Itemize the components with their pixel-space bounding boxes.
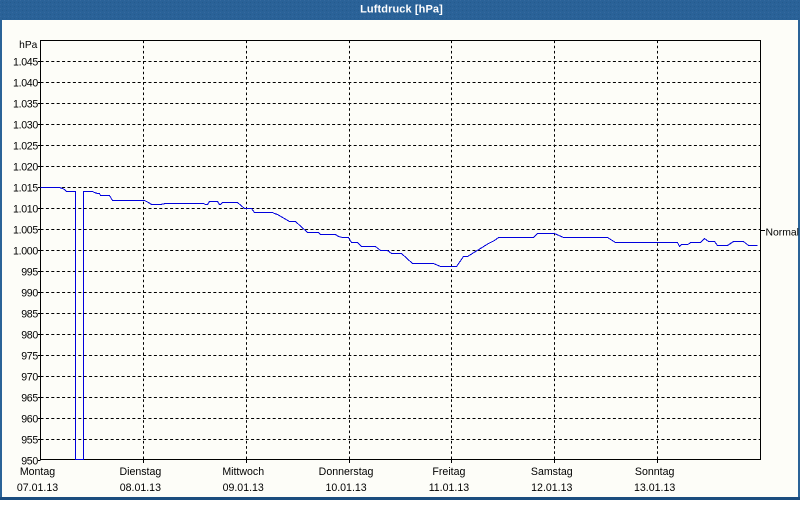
- svg-text:Donnerstag: Donnerstag: [319, 466, 374, 478]
- svg-text:Normal: Normal: [766, 228, 800, 239]
- svg-text:955: 955: [21, 435, 38, 447]
- svg-text:1.020: 1.020: [13, 162, 38, 174]
- svg-text:1.045: 1.045: [13, 57, 38, 69]
- svg-text:Dienstag: Dienstag: [119, 466, 161, 478]
- svg-text:Samstag: Samstag: [531, 466, 573, 478]
- svg-text:1.015: 1.015: [13, 183, 38, 195]
- svg-text:1.005: 1.005: [13, 225, 38, 237]
- svg-text:09.01.13: 09.01.13: [223, 482, 264, 494]
- svg-text:1.025: 1.025: [13, 141, 38, 153]
- svg-text:Freitag: Freitag: [432, 466, 465, 478]
- svg-text:Mittwoch: Mittwoch: [222, 466, 264, 478]
- svg-text:12.01.13: 12.01.13: [531, 482, 572, 494]
- svg-text:1.030: 1.030: [13, 120, 38, 132]
- svg-text:Luftdruck [hPa]: Luftdruck [hPa]: [360, 4, 443, 16]
- svg-text:965: 965: [21, 393, 38, 405]
- svg-text:1.040: 1.040: [13, 78, 38, 90]
- svg-text:975: 975: [21, 351, 38, 363]
- svg-text:Montag: Montag: [20, 466, 55, 478]
- svg-text:1.035: 1.035: [13, 99, 38, 111]
- svg-text:07.01.13: 07.01.13: [17, 482, 58, 494]
- svg-text:1.010: 1.010: [13, 204, 38, 216]
- svg-text:13.01.13: 13.01.13: [634, 482, 675, 494]
- svg-text:10.01.13: 10.01.13: [325, 482, 366, 494]
- svg-text:hPa: hPa: [19, 40, 37, 51]
- svg-text:980: 980: [21, 330, 38, 342]
- svg-text:985: 985: [21, 309, 38, 321]
- svg-text:1.000: 1.000: [13, 246, 38, 258]
- svg-text:Sonntag: Sonntag: [635, 466, 675, 478]
- svg-text:950: 950: [21, 456, 38, 468]
- svg-text:11.01.13: 11.01.13: [429, 482, 470, 494]
- svg-text:970: 970: [21, 372, 38, 384]
- svg-text:990: 990: [21, 288, 38, 300]
- svg-text:960: 960: [21, 414, 38, 426]
- svg-text:995: 995: [21, 267, 38, 279]
- svg-text:08.01.13: 08.01.13: [120, 482, 161, 494]
